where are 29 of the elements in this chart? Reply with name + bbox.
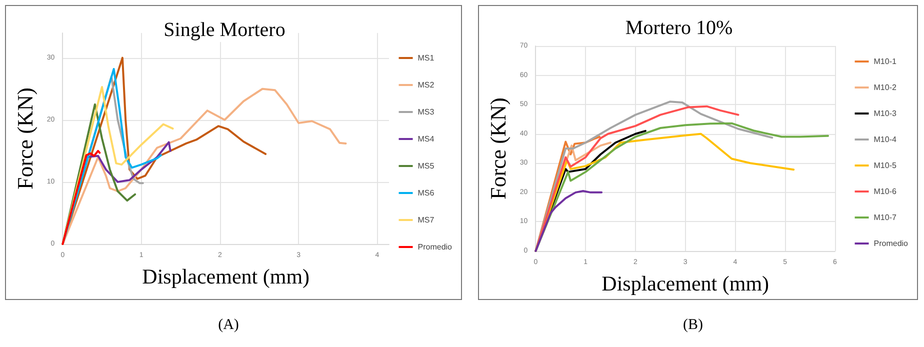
legend-label: MS3: [418, 108, 435, 116]
legend-label: M10-6: [874, 187, 897, 196]
legend-label: MS6: [418, 188, 435, 198]
legend-label: M10-5: [874, 161, 897, 170]
legend-label: MS5: [418, 162, 435, 170]
legend-label: M10-1: [874, 57, 897, 66]
legend-label: MS7: [418, 216, 435, 224]
chart-title: Mortero 10%: [625, 17, 733, 39]
legend-label: M10-3: [874, 109, 897, 118]
chart-title: Single Mortero: [164, 19, 286, 41]
legend-label: M10-4: [874, 135, 897, 144]
line-series: [534, 190, 603, 252]
legend-label: MS4: [418, 134, 435, 144]
x-axis-title: Displacement (mm): [602, 272, 770, 296]
legend-label: Promedio: [874, 239, 909, 248]
line-series: [62, 88, 347, 245]
line-series: [534, 122, 830, 252]
legend-label: Promedio: [418, 242, 453, 252]
legend-label: MS2: [418, 80, 435, 90]
legend-label: M10-2: [874, 83, 897, 92]
text: (B): [682, 317, 704, 334]
y-axis-title: Force (KN): [12, 87, 38, 190]
text: (A): [217, 317, 240, 334]
y-axis-title: Force (KN): [486, 97, 510, 200]
x-axis-title: Displacement (mm): [142, 264, 310, 288]
legend-label: M10-7: [874, 213, 897, 222]
line-series: [62, 150, 101, 245]
line-series: [534, 105, 740, 252]
legend-label: MS1: [418, 54, 435, 62]
